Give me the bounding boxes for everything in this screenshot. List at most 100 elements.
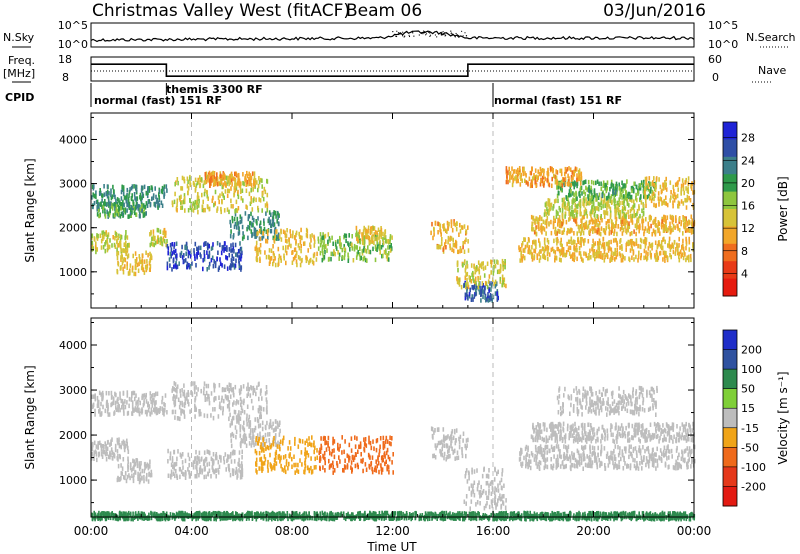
scatter-cell bbox=[639, 244, 641, 249]
scatter-cell bbox=[259, 414, 261, 420]
scatter-cell bbox=[620, 187, 622, 193]
scatter-cell bbox=[485, 503, 487, 509]
scatter-cell bbox=[602, 199, 605, 205]
scatter-cell bbox=[111, 437, 113, 442]
scatter-cell bbox=[118, 198, 120, 203]
scatter-cell bbox=[149, 459, 151, 464]
scatter-cell bbox=[646, 228, 649, 233]
scatter-cell bbox=[265, 438, 268, 444]
scatter-cell bbox=[319, 232, 322, 237]
scatter-cell bbox=[621, 209, 624, 214]
scatter-cell bbox=[183, 414, 186, 419]
scatter-cell bbox=[306, 450, 308, 455]
scatter-cell bbox=[640, 200, 643, 205]
scatter-cell bbox=[534, 179, 536, 184]
scatter-cell bbox=[219, 261, 222, 267]
scatter-cell bbox=[572, 171, 575, 177]
scatter-cell bbox=[176, 475, 179, 480]
scatter-cell bbox=[557, 190, 560, 195]
scatter-cell bbox=[272, 261, 274, 267]
scatter-cell bbox=[561, 214, 564, 219]
scatter-cell bbox=[355, 255, 358, 260]
scatter-cell bbox=[240, 399, 243, 405]
scatter-cell bbox=[565, 219, 568, 225]
scatter-cell bbox=[657, 228, 659, 234]
scatter-cell bbox=[91, 243, 94, 248]
scatter-cell bbox=[97, 441, 99, 446]
scatter-cell bbox=[637, 218, 640, 224]
scatter-cell bbox=[176, 198, 179, 203]
scatter-cell bbox=[460, 248, 463, 253]
scatter-cell bbox=[486, 284, 489, 290]
scatter-cell bbox=[603, 258, 606, 263]
scatter-cell bbox=[274, 210, 277, 216]
scatter-cell bbox=[266, 409, 268, 415]
scatter-cell bbox=[275, 427, 277, 432]
scatter-cell bbox=[221, 184, 224, 190]
scatter-cell bbox=[652, 220, 654, 225]
scatter-cell bbox=[252, 222, 254, 228]
scatter-cell bbox=[557, 229, 559, 234]
scatter-cell bbox=[119, 240, 122, 245]
scatter-cell bbox=[214, 189, 217, 195]
scatter-cell bbox=[626, 226, 629, 232]
scatter-cell bbox=[682, 238, 684, 244]
scatter-cell bbox=[442, 427, 445, 432]
scatter-cell bbox=[312, 261, 315, 266]
scatter-cell bbox=[283, 256, 285, 261]
scatter-cell bbox=[682, 246, 685, 252]
scatter-cell bbox=[576, 231, 578, 236]
scatter-cell bbox=[277, 215, 279, 220]
scatter-cell bbox=[213, 174, 215, 180]
scatter-cell bbox=[650, 223, 652, 229]
scatter-cell bbox=[641, 182, 644, 188]
scatter-cell bbox=[331, 448, 334, 454]
scatter-cell bbox=[458, 440, 461, 445]
scatter-cell bbox=[255, 462, 257, 467]
scatter-cell bbox=[449, 235, 452, 241]
scatter-cell bbox=[286, 228, 288, 233]
scatter-cell bbox=[479, 490, 482, 495]
scatter-cell bbox=[241, 250, 243, 256]
scatter-cell bbox=[488, 468, 490, 473]
scatter-cell bbox=[571, 212, 574, 217]
scatter-cell bbox=[95, 249, 97, 255]
scatter-cell bbox=[465, 282, 467, 287]
scatter-cell bbox=[598, 249, 600, 255]
scatter-cell bbox=[552, 168, 554, 173]
scatter-cell bbox=[118, 477, 120, 482]
scatter-cell bbox=[328, 458, 330, 464]
scatter-cell bbox=[468, 275, 471, 280]
scatter-cell bbox=[236, 253, 239, 258]
scatter-cell bbox=[173, 381, 176, 386]
scatter-cell bbox=[158, 409, 161, 414]
scatter-cell bbox=[176, 264, 179, 269]
scatter-cell bbox=[225, 255, 227, 260]
scatter-cell bbox=[570, 182, 572, 188]
scatter-cell bbox=[527, 237, 530, 242]
scatter-cell bbox=[579, 251, 582, 256]
scatter-cell bbox=[216, 172, 218, 177]
scatter-cell bbox=[574, 240, 576, 245]
scatter-cell bbox=[559, 223, 562, 229]
scatter-cell bbox=[669, 198, 671, 203]
scatter-cell bbox=[237, 413, 239, 418]
scatter-cell bbox=[138, 213, 141, 219]
scatter-cell bbox=[524, 237, 526, 242]
scatter-cell bbox=[240, 461, 243, 466]
scatter-cell bbox=[563, 252, 565, 257]
y-tick-label: 3000 bbox=[59, 178, 87, 191]
scatter-cell bbox=[233, 224, 236, 230]
scatter-cell bbox=[548, 202, 550, 208]
scatter-cell bbox=[282, 229, 285, 234]
scatter-cell bbox=[386, 466, 388, 472]
scatter-cell bbox=[486, 495, 488, 500]
scatter-cell bbox=[497, 483, 499, 488]
scatter-cell bbox=[240, 267, 242, 272]
scatter-cell bbox=[323, 239, 325, 244]
scatter-cell bbox=[373, 446, 375, 451]
scatter-cell bbox=[258, 407, 261, 412]
scatter-cell bbox=[618, 251, 621, 256]
scatter-cell bbox=[636, 211, 638, 216]
scatter-cell bbox=[559, 207, 561, 213]
